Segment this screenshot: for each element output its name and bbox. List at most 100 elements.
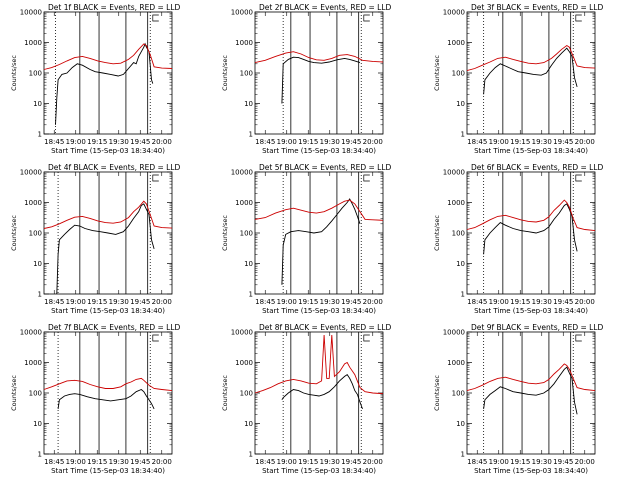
y-tick-label: 100 (240, 70, 253, 78)
y-tick-label: 1 (249, 131, 253, 139)
x-tick-label: 20:00 (152, 138, 172, 146)
x-tick-label: 19:15 (87, 458, 107, 466)
x-axis-label: Start Time (15-Sep-03 18:34:40) (474, 467, 588, 475)
y-tick-label: 1 (38, 131, 42, 139)
x-tick-label: 19:45 (553, 138, 573, 146)
y-tick-label: 1000 (24, 359, 42, 367)
y-tick-label: 10 (456, 260, 465, 268)
y-axis-label: Counts/sec (433, 375, 441, 411)
x-tick-label: 20:00 (152, 458, 172, 466)
x-tick-label: 18:45 (44, 458, 64, 466)
x-tick-label: 19:00 (277, 298, 297, 306)
y-tick-label: 1000 (447, 359, 465, 367)
x-tick-label: 19:15 (87, 138, 107, 146)
x-tick-label: 19:15 (298, 138, 318, 146)
y-tick-label: 100 (452, 230, 465, 238)
x-tick-label: 19:30 (320, 298, 340, 306)
y-axis-label: Counts/sec (10, 55, 18, 91)
x-tick-label: 18:45 (467, 298, 487, 306)
y-tick-label: 10000 (443, 9, 465, 17)
lld-series-line (43, 200, 173, 229)
events-series-line (483, 366, 578, 415)
x-axis-label: Start Time (15-Sep-03 18:34:40) (262, 147, 376, 155)
y-tick-label: 1000 (447, 199, 465, 207)
x-tick-label: 19:00 (277, 138, 297, 146)
bracket-marker (363, 14, 370, 22)
chart-panel-8: Det 8f BLACK = Events, RED = LLD 1 10 100 10… (221, 323, 392, 475)
x-tick-label: 20:00 (575, 298, 595, 306)
bracket-marker (363, 174, 370, 182)
y-axis-label: Counts/sec (433, 215, 441, 251)
x-tick-label: 19:15 (510, 138, 530, 146)
x-tick-label: 19:45 (341, 458, 361, 466)
x-tick-label: 19:45 (130, 458, 150, 466)
x-tick-label: 19:30 (532, 458, 552, 466)
y-tick-label: 1000 (24, 39, 42, 47)
x-axis-label: Start Time (15-Sep-03 18:34:40) (51, 147, 165, 155)
events-series-line (56, 203, 155, 295)
y-tick-label: 1 (38, 451, 42, 459)
x-tick-label: 19:45 (130, 298, 150, 306)
plot-frame (43, 11, 173, 135)
plot-frame (466, 171, 596, 295)
x-tick-label: 19:00 (489, 458, 509, 466)
chart-title: Det 4f BLACK = Events, RED = LLD (48, 163, 181, 172)
bracket-marker (575, 334, 582, 342)
events-series-line (281, 198, 361, 285)
x-tick-label: 18:45 (255, 298, 275, 306)
y-tick-label: 1000 (447, 39, 465, 47)
x-tick-label: 19:30 (109, 458, 129, 466)
lld-series-line (43, 377, 173, 392)
x-tick-label: 19:30 (532, 298, 552, 306)
chart-title: Det 7f BLACK = Events, RED = LLD (48, 323, 181, 332)
lld-series-line (466, 363, 596, 392)
x-axis-label: Start Time (15-Sep-03 18:34:40) (51, 467, 165, 475)
bracket-marker (152, 14, 159, 22)
y-tick-label: 10 (456, 420, 465, 428)
y-tick-label: 1 (249, 291, 253, 299)
x-tick-label: 18:45 (467, 138, 487, 146)
chart-title: Det 8f BLACK = Events, RED = LLD (259, 323, 392, 332)
y-tick-label: 10000 (443, 169, 465, 177)
bracket-marker (575, 174, 582, 182)
y-tick-label: 10000 (443, 329, 465, 337)
x-tick-label: 19:30 (532, 138, 552, 146)
y-axis-label: Counts/sec (433, 55, 441, 91)
y-tick-label: 10000 (231, 329, 253, 337)
y-tick-label: 100 (452, 70, 465, 78)
y-axis-label: Counts/sec (10, 375, 18, 411)
bracket-marker (152, 334, 159, 342)
x-tick-label: 20:00 (363, 138, 383, 146)
plot-frame (43, 331, 173, 455)
x-tick-label: 19:00 (66, 458, 86, 466)
y-tick-label: 10 (33, 100, 42, 108)
plot-frame (254, 331, 384, 455)
events-series-line (281, 373, 363, 410)
x-tick-label: 19:15 (510, 298, 530, 306)
y-tick-label: 10000 (20, 329, 42, 337)
lld-series-line (466, 44, 596, 72)
x-tick-label: 19:15 (510, 458, 530, 466)
chart-panel-6: Det 6f BLACK = Events, RED = LLD 1 10 100 10… (433, 163, 604, 315)
chart-panel-4: Det 4f BLACK = Events, RED = LLD 1 10 100 10… (10, 163, 181, 315)
x-axis-label: Start Time (15-Sep-03 18:34:40) (262, 307, 376, 315)
x-tick-label: 19:45 (553, 458, 573, 466)
chart-title: Det 3f BLACK = Events, RED = LLD (471, 3, 604, 12)
x-tick-label: 19:45 (341, 138, 361, 146)
x-tick-label: 19:00 (277, 458, 297, 466)
x-tick-label: 19:30 (320, 138, 340, 146)
events-series-line (57, 388, 155, 410)
y-tick-label: 10 (456, 100, 465, 108)
y-tick-label: 10000 (20, 9, 42, 17)
x-tick-label: 20:00 (363, 458, 383, 466)
plot-frame (466, 11, 596, 135)
y-tick-label: 1000 (235, 359, 253, 367)
y-tick-label: 10000 (231, 9, 253, 17)
chart-title: Det 1f BLACK = Events, RED = LLD (48, 3, 181, 12)
plot-frame (254, 11, 384, 135)
y-tick-label: 10 (244, 260, 253, 268)
y-tick-label: 1000 (24, 199, 42, 207)
x-axis-label: Start Time (15-Sep-03 18:34:40) (51, 307, 165, 315)
lld-series-line (43, 43, 173, 70)
